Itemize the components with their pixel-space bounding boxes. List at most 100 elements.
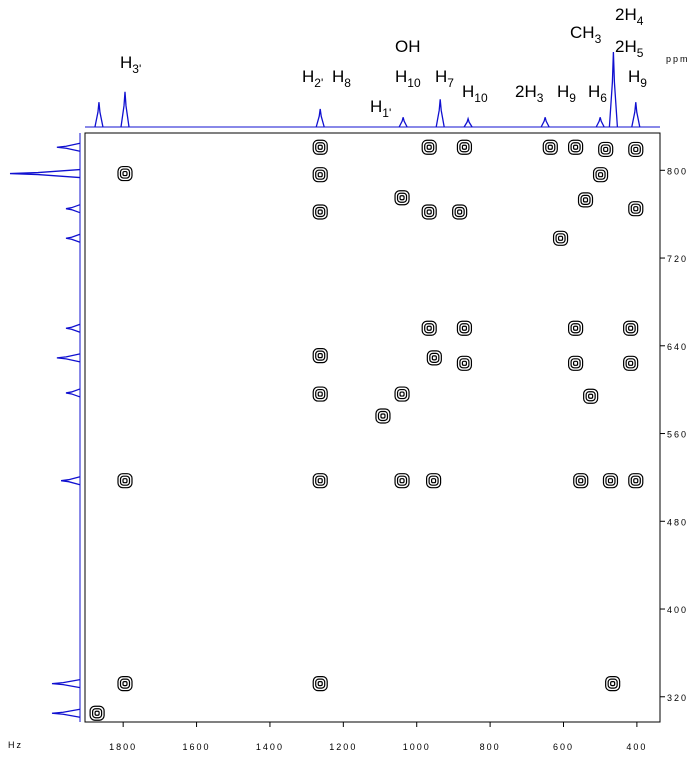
contour: [315, 388, 326, 400]
cross-peak: [568, 139, 584, 155]
y-unit: ppm: [666, 54, 690, 64]
annotation-sub: 1': [382, 106, 391, 120]
contour: [459, 358, 470, 369]
contour: [122, 170, 128, 177]
peak-annotation: H8: [332, 67, 351, 90]
contour: [312, 204, 328, 220]
top-projection-peak: [463, 116, 473, 128]
contour: [426, 350, 442, 366]
annotation-sub: 3: [537, 91, 544, 105]
contour: [605, 475, 616, 486]
peak-annotation: H7: [435, 67, 454, 90]
cross-peak: [421, 139, 437, 155]
contour: [628, 325, 634, 331]
cross-peak: [421, 204, 437, 220]
contour: [592, 167, 609, 183]
contour: [568, 320, 584, 336]
contour: [633, 478, 639, 484]
contour: [570, 358, 581, 369]
contour: [315, 142, 326, 153]
cross-peak: [117, 473, 133, 489]
annotation-base: H: [302, 67, 314, 86]
annotation-base: H: [370, 97, 382, 116]
contour: [633, 146, 639, 153]
contour: [570, 323, 581, 334]
contour: [317, 209, 323, 215]
contour: [122, 478, 128, 484]
contour: [424, 206, 435, 218]
top-projection-peak: [631, 102, 641, 128]
left-projection-peak: [56, 142, 81, 152]
peak-annotation: 2H3: [515, 82, 544, 105]
contour: [452, 204, 468, 220]
contour: [317, 391, 323, 397]
y-tick-label: 320: [667, 693, 688, 703]
contour: [570, 142, 581, 153]
x-tick-label: 800: [480, 742, 501, 752]
peak-annotation: OH: [395, 37, 421, 56]
contour: [568, 355, 584, 371]
contour: [602, 473, 619, 489]
contour: [317, 172, 323, 178]
contour: [425, 473, 442, 489]
contour: [582, 197, 589, 203]
contour: [461, 360, 468, 366]
cross-peak: [426, 350, 442, 366]
contour: [117, 676, 133, 692]
contour: [573, 325, 579, 331]
annotation-sub: 5: [637, 46, 644, 60]
contour: [461, 144, 468, 150]
contour: [315, 350, 326, 361]
peak-annotation: 2H5: [615, 37, 644, 60]
cross-peak: [573, 473, 589, 489]
annotation-sub: 2': [314, 76, 323, 90]
contour: [399, 195, 405, 201]
contour: [428, 475, 439, 486]
peak-annotation: H9: [628, 67, 647, 90]
left-projection-peak: [51, 708, 81, 718]
y-tick-label: 800: [667, 166, 688, 176]
top-projection-peak: [435, 99, 445, 128]
contour: [317, 144, 323, 150]
annotation-sub: 10: [474, 91, 488, 105]
contour: [317, 353, 323, 359]
contour: [545, 142, 556, 153]
contour: [312, 386, 328, 402]
annotation-base: H: [462, 82, 474, 101]
left-projection-peak: [9, 168, 81, 179]
left-projection-peak: [65, 204, 81, 214]
contour: [456, 320, 473, 336]
contour: [380, 413, 386, 419]
contour: [421, 139, 437, 155]
cross-peak: [628, 473, 644, 489]
annotation-sub: 7: [447, 76, 454, 90]
annotation-base: CH: [570, 23, 595, 42]
top-projection-peak: [398, 117, 408, 128]
cross-peak: [452, 204, 468, 220]
contour: [542, 139, 558, 155]
contour: [122, 681, 128, 687]
contour: [117, 473, 133, 489]
contour: [600, 144, 611, 155]
cross-peak: [456, 355, 473, 371]
annotation-base: H: [588, 82, 600, 101]
annotation-sub: 9: [640, 76, 647, 90]
contour: [424, 142, 435, 153]
x-tick-label: 1200: [329, 742, 357, 752]
contour: [426, 325, 432, 331]
cross-peak: [598, 141, 614, 158]
cross-peak: [312, 348, 328, 364]
contour: [633, 206, 639, 212]
contour: [628, 473, 644, 489]
cross-peak: [117, 676, 133, 692]
annotation-sub: 8: [344, 76, 351, 90]
left-projection-peak: [61, 476, 81, 486]
plot-frame: [84, 132, 661, 723]
contour: [628, 141, 644, 158]
contour: [577, 192, 594, 208]
cross-peak: [421, 320, 437, 336]
annotation-sub: 10: [407, 76, 421, 90]
annotation-sub: 3': [132, 62, 141, 76]
contour: [457, 209, 463, 215]
cross-peak: [312, 386, 328, 402]
